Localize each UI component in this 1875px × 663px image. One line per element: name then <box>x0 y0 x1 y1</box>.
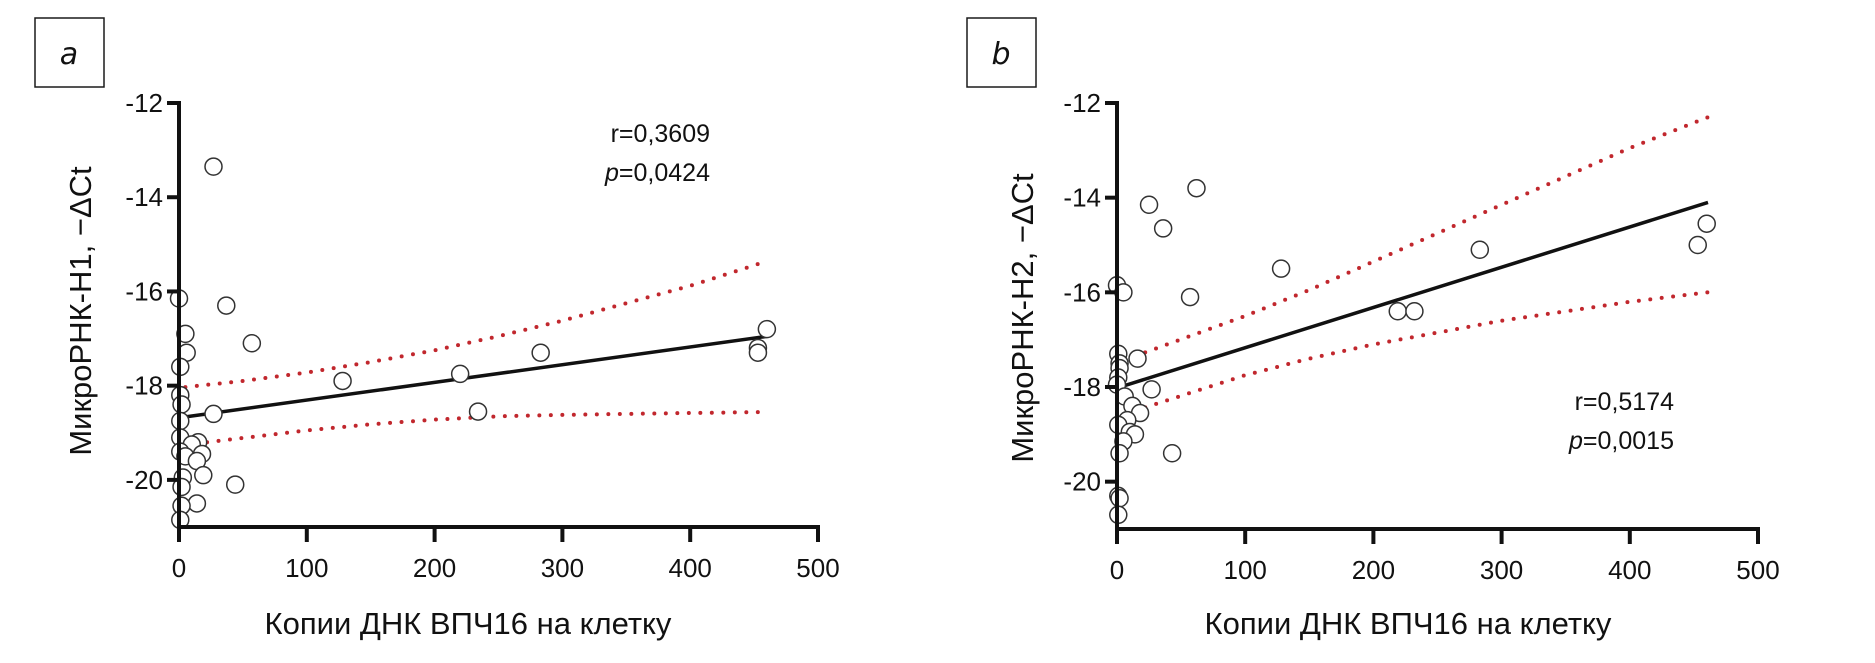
data-point <box>1110 444 1129 463</box>
r-value: r=0,5174 <box>1575 388 1674 416</box>
panel-label: b <box>991 37 1010 72</box>
data-point <box>1128 349 1147 368</box>
data-point <box>217 296 236 315</box>
data-point <box>1162 444 1182 463</box>
x-tick-label: 0 <box>1110 555 1124 585</box>
y-tick-label: -18 <box>1063 372 1101 402</box>
ci-upper-band <box>1143 115 1710 355</box>
panel-label-box <box>966 17 1037 88</box>
data-point <box>450 364 470 384</box>
y-axis-label: МикроРНК-H2, −ΔCt <box>1005 173 1040 463</box>
data-point <box>187 494 207 513</box>
r-value: r=0,3609 <box>611 120 710 148</box>
data-point <box>242 334 262 353</box>
data-point <box>1405 302 1424 321</box>
x-tick-label: 200 <box>413 553 456 583</box>
data-point <box>225 475 245 494</box>
data-point <box>1153 219 1173 238</box>
y-axis-label: МикроРНК-H1, −ΔCt <box>63 166 98 456</box>
data-point <box>757 319 777 339</box>
x-tick-label: 500 <box>1736 555 1779 585</box>
p-value: p=0,0424 <box>604 159 710 187</box>
x-tick-label: 0 <box>172 553 186 583</box>
data-point <box>204 157 223 176</box>
x-tick-label: 200 <box>1352 555 1395 585</box>
x-tick-label: 100 <box>1224 555 1267 585</box>
x-tick-label: 100 <box>285 553 328 583</box>
data-point <box>1142 380 1161 399</box>
regression-line <box>1124 200 1709 388</box>
data-point <box>176 324 195 344</box>
data-point <box>531 343 550 362</box>
panel-label: a <box>60 37 78 72</box>
data-point <box>204 404 223 424</box>
ci-lower-band <box>205 410 771 445</box>
ci-upper-band <box>183 258 771 390</box>
x-tick-label: 400 <box>669 553 712 583</box>
data-point <box>1697 214 1716 233</box>
data-point <box>1139 195 1159 215</box>
panel-a: a МикроРНК-H1, −ΔCt Копии ДНК ВПЧ16 на к… <box>34 17 840 641</box>
panel-b: b МикроРНК-H2, −ΔCt Копии ДНК ВПЧ16 на к… <box>966 17 1780 641</box>
data-point <box>1470 240 1490 259</box>
x-tick-label: 300 <box>1480 555 1523 585</box>
ci-lower-band <box>1143 290 1710 410</box>
p-number: =0,0015 <box>1583 427 1674 455</box>
y-tick-label: -14 <box>1063 183 1101 213</box>
data-point <box>333 371 352 391</box>
y-tick-label: -12 <box>1063 88 1101 118</box>
y-tick-label: -18 <box>125 371 163 401</box>
regression-line <box>182 334 769 419</box>
x-tick-label: 500 <box>796 553 839 583</box>
x-axis-label: Копии ДНК ВПЧ16 на клетку <box>1205 606 1612 641</box>
y-tick-label: -20 <box>1063 467 1101 497</box>
p-symbol: p <box>1568 427 1583 455</box>
y-tick-label: -20 <box>125 465 163 495</box>
x-axis-label: Копии ДНК ВПЧ16 на клетку <box>265 606 672 641</box>
data-point <box>1110 488 1129 508</box>
data-point <box>1271 259 1291 278</box>
data-point <box>194 465 213 485</box>
data-point <box>1688 235 1707 255</box>
data-point <box>748 343 768 362</box>
x-tick-label: 400 <box>1608 555 1651 585</box>
data-point <box>1180 287 1200 307</box>
panel-label-box <box>34 17 105 88</box>
y-tick-label: -12 <box>125 88 163 118</box>
p-value: p=0,0015 <box>1568 427 1674 455</box>
p-symbol: p <box>604 159 619 187</box>
p-number: =0,0424 <box>619 159 710 187</box>
y-tick-label: -14 <box>125 182 163 212</box>
data-point <box>1388 302 1408 321</box>
data-point <box>1187 178 1206 198</box>
data-point <box>172 395 191 414</box>
y-tick-label: -16 <box>1063 277 1101 307</box>
data-point <box>468 402 488 421</box>
x-tick-label: 300 <box>541 553 584 583</box>
y-tick-label: -16 <box>125 276 163 306</box>
